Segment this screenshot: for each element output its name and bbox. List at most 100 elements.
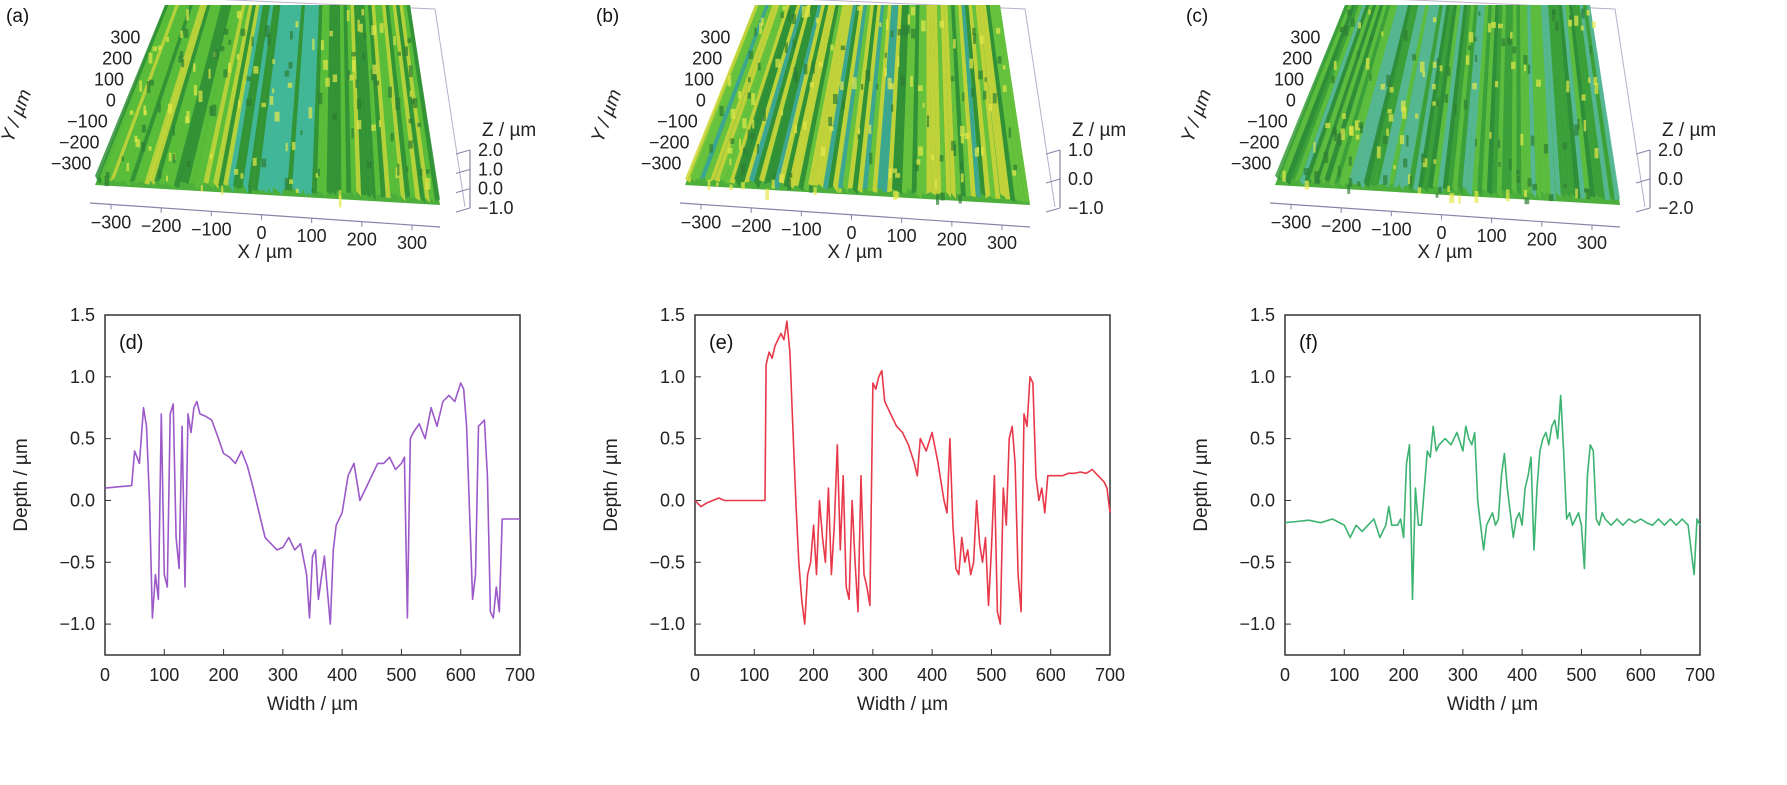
surface-speckle	[1415, 113, 1419, 119]
y-tick-label: 1.0	[1250, 367, 1275, 387]
surface-speckle	[1478, 11, 1481, 16]
surface-texture-strip	[1544, 5, 1561, 197]
surface-texture-strip	[975, 5, 1001, 199]
surface-speckle	[393, 36, 396, 46]
surface-speckle	[129, 110, 134, 115]
surface-speckle	[775, 58, 781, 68]
surface-speckle	[779, 174, 784, 183]
surface-speckle	[1304, 180, 1310, 190]
surface-texture-strip	[1527, 5, 1537, 198]
x-tick-label: −200	[141, 216, 182, 236]
surface-speckle	[1487, 23, 1492, 33]
surface-texture-strip	[302, 5, 316, 197]
surface-texture-strip	[297, 5, 312, 195]
surface-speckle	[221, 185, 224, 195]
surface-speckle	[269, 96, 274, 105]
y-tick-label: 0.5	[1250, 429, 1275, 449]
x-axis-label: Width / µm	[267, 694, 358, 715]
surface-speckle	[1356, 51, 1360, 59]
surface-speckle	[784, 42, 788, 53]
surface-speckle	[1357, 181, 1361, 187]
surface-speckle	[1574, 15, 1579, 26]
surface-texture-strip	[1530, 5, 1542, 200]
surface-speckle	[1444, 94, 1448, 103]
surface-speckle	[951, 140, 956, 151]
surface-speckle	[1387, 109, 1392, 114]
surface-speckle	[818, 61, 823, 67]
panel-label: (f)	[1299, 332, 1318, 354]
surface-speckle	[214, 49, 219, 59]
surface-speckle	[186, 161, 191, 167]
surface-speckle	[289, 179, 294, 184]
surface-speckle	[181, 59, 185, 68]
surface-texture-strip	[1569, 5, 1596, 198]
surface-speckle	[284, 178, 289, 190]
surface-speckle	[1453, 103, 1457, 115]
plot-frame	[694, 314, 1111, 656]
surface-texture-strip	[1482, 5, 1496, 193]
surface-texture-strip	[714, 5, 780, 183]
surface-texture-strip	[109, 5, 179, 182]
depth-profile-line	[1284, 394, 1701, 601]
surface-speckle	[1358, 122, 1364, 128]
y-tick-label: 1.5	[1250, 305, 1275, 325]
surface-speckle	[1520, 133, 1524, 146]
surface-speckle	[765, 188, 770, 200]
surface-speckle	[751, 93, 756, 105]
surface-texture-strip	[1457, 5, 1478, 196]
x-tick-label: 200	[347, 230, 377, 250]
surface-speckle	[962, 92, 965, 102]
surface-texture-strip	[1583, 5, 1616, 204]
surface-texture-strip	[1358, 5, 1408, 190]
surface-speckle	[1012, 170, 1017, 176]
surface-speckle	[748, 50, 754, 60]
surface-speckle	[425, 177, 431, 190]
panel-label: (b)	[596, 6, 619, 27]
surface-speckle	[838, 188, 842, 193]
surface-speckle	[168, 152, 172, 162]
surface-speckle	[121, 156, 124, 162]
surface-speckle	[1432, 101, 1436, 106]
surface-speckle	[1586, 10, 1590, 16]
surface-speckle	[1407, 174, 1411, 184]
surface-speckle	[729, 184, 733, 191]
surface-texture-strip	[396, 5, 426, 204]
surface-speckle	[750, 133, 755, 139]
surface-speckle	[972, 27, 976, 36]
surface-panel-b: −300 −200 −100 0 100 200 300 X / µm 300 200 100 0 −1…	[588, 0, 1150, 300]
surface-speckle	[228, 62, 231, 73]
surface-speckle	[1463, 99, 1468, 110]
surface-texture-strip	[729, 5, 790, 184]
surface-speckle	[1325, 122, 1331, 129]
surface-speckle	[246, 76, 252, 82]
surface-speckle	[1524, 64, 1527, 72]
surface-speckle	[730, 108, 736, 119]
surface-texture-strip	[237, 5, 270, 189]
surface-texture-strip	[1329, 5, 1387, 188]
y-tick-label: 200	[102, 48, 132, 68]
surface-speckle	[166, 36, 170, 43]
surface-speckle	[1527, 178, 1532, 187]
y-tick-label: 0.0	[660, 490, 685, 510]
surface-speckle	[252, 157, 257, 166]
surface-speckle	[1403, 30, 1408, 41]
z-axis-label: Z / µm	[1072, 120, 1126, 141]
surface-speckle	[1555, 21, 1559, 31]
surface-speckle	[1358, 22, 1362, 29]
x-tick-label: 0	[1436, 223, 1446, 243]
surface-speckle	[782, 5, 787, 11]
surface-texture-strip	[124, 5, 190, 187]
surface-speckle	[287, 82, 293, 88]
surface-speckle	[852, 77, 857, 90]
surface-speckle	[960, 173, 964, 183]
surface-speckle	[1337, 165, 1341, 178]
surface-box-edge	[221, 0, 466, 208]
surface-speckle	[1340, 128, 1345, 141]
surface-texture-strip	[788, 5, 832, 189]
surface-speckle	[1436, 98, 1440, 107]
surface-texture-strip	[685, 5, 759, 183]
surface-speckle	[363, 32, 366, 39]
y-tick-label: 1.0	[660, 367, 685, 387]
surface-speckle	[223, 28, 229, 35]
surface-texture-strip	[1294, 5, 1363, 182]
